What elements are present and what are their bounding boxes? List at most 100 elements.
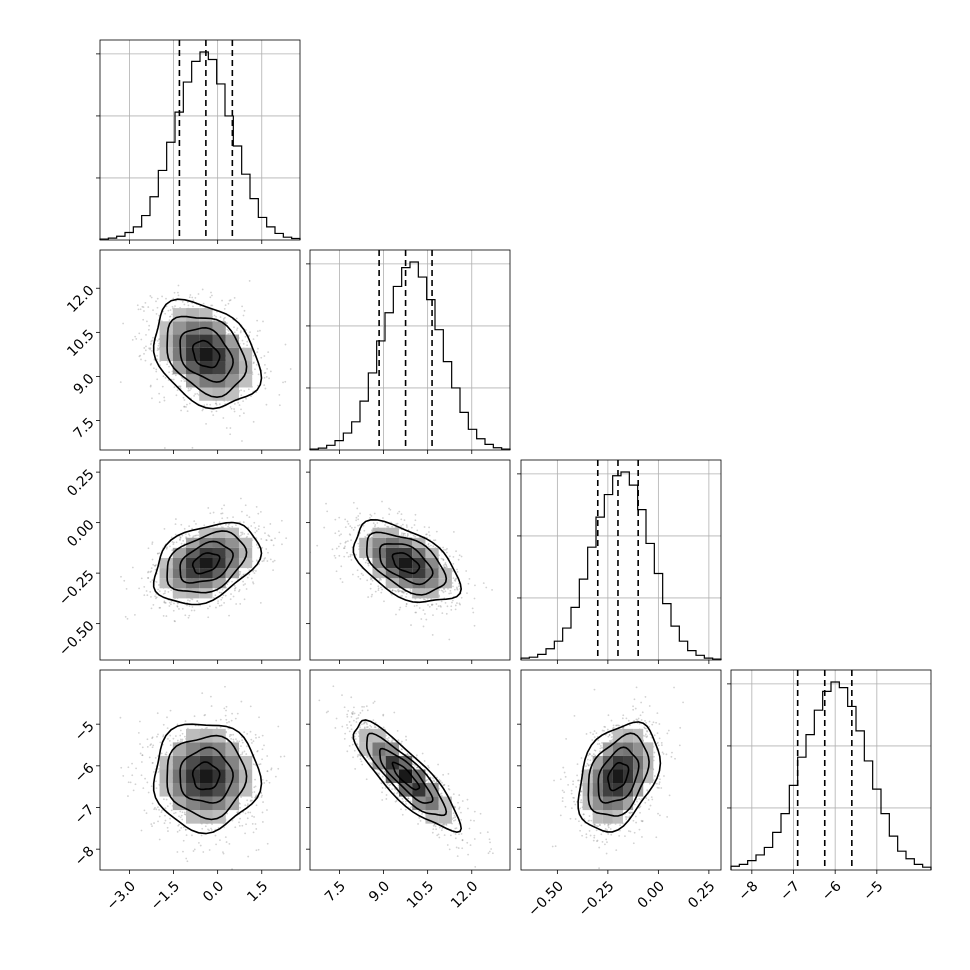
sample-point [220, 526, 223, 529]
sample-point [195, 523, 197, 525]
sample-point [127, 781, 130, 784]
sample-point [243, 533, 246, 535]
sample-point [240, 575, 243, 578]
sample-point [439, 604, 442, 607]
sample-point [395, 523, 398, 526]
sample-point [135, 338, 138, 340]
sample-point [339, 542, 342, 545]
sample-point [255, 530, 258, 532]
sample-point [239, 603, 242, 605]
sample-point [227, 302, 230, 305]
sample-point [183, 303, 186, 306]
sample-point [344, 541, 347, 544]
sample-point [183, 405, 186, 408]
sample-point [397, 589, 400, 591]
sample-point [236, 811, 239, 814]
sample-point [177, 284, 180, 287]
sample-point [145, 590, 148, 592]
sample-point [441, 590, 444, 592]
sample-point [135, 767, 137, 770]
sample-point [158, 338, 160, 341]
sample-point [415, 604, 418, 607]
sample-point [179, 740, 182, 743]
sample-point [460, 596, 463, 599]
sample-point [242, 580, 244, 583]
sample-point [186, 403, 188, 406]
sample-point [265, 403, 268, 406]
sample-point [221, 299, 223, 302]
sample-point [451, 599, 454, 602]
sample-point [209, 296, 212, 299]
sample-point [169, 309, 172, 311]
sample-point [347, 555, 350, 558]
sample-point [165, 297, 167, 300]
sample-point [136, 304, 139, 307]
sample-point [252, 581, 254, 584]
sample-point [242, 574, 245, 576]
sample-point [150, 340, 153, 343]
sample-point [388, 507, 390, 510]
sample-point [252, 831, 255, 834]
sample-point [173, 541, 175, 544]
sample-point [263, 376, 266, 379]
sample-point [241, 440, 243, 442]
sample-point [370, 529, 373, 532]
sample-point [382, 517, 384, 519]
sample-point [127, 795, 129, 797]
sample-point [193, 394, 196, 397]
sample-point [437, 605, 440, 608]
sample-point [381, 500, 383, 503]
sample-point [402, 532, 405, 535]
sample-point [226, 328, 229, 331]
axes-frame [309, 459, 511, 661]
sample-point [210, 705, 213, 707]
sample-point [430, 598, 433, 601]
sample-point [391, 525, 394, 528]
sample-point [159, 741, 162, 744]
sample-point [176, 605, 179, 607]
sample-point [240, 497, 242, 500]
sample-point [163, 399, 166, 402]
sample-point [153, 564, 156, 567]
sample-point [151, 541, 154, 544]
sample-point [467, 582, 470, 585]
sample-point [143, 347, 146, 349]
sample-point [147, 577, 150, 579]
density-cell [412, 557, 426, 569]
sample-point [267, 351, 270, 354]
sample-point [247, 526, 250, 529]
panel-body [120, 497, 288, 623]
sample-point [396, 522, 399, 525]
sample-point [179, 385, 182, 388]
sample-point [415, 611, 418, 614]
axes-frame [730, 669, 932, 871]
sample-point [155, 596, 158, 599]
sample-point [150, 595, 152, 598]
sample-point [224, 304, 227, 307]
sample-point [153, 822, 155, 824]
sample-point [152, 563, 155, 566]
sample-point [158, 401, 161, 404]
sample-point [233, 410, 236, 413]
sample-point [244, 804, 247, 807]
sample-point [173, 620, 176, 622]
sample-point [243, 573, 245, 576]
sample-point [326, 510, 329, 513]
sample-point [193, 609, 196, 612]
sample-point [215, 315, 217, 318]
sample-point [270, 768, 273, 771]
sample-point [248, 334, 250, 337]
sample-point [123, 579, 126, 582]
sample-point [246, 514, 248, 517]
sample-point [185, 536, 187, 539]
density-cell [385, 547, 399, 558]
sample-point [220, 591, 223, 594]
sample-point [230, 407, 233, 410]
sample-point [143, 585, 146, 588]
sample-point [409, 588, 412, 590]
sample-point [238, 590, 240, 593]
sample-point [240, 330, 242, 332]
sample-point [256, 384, 259, 387]
sample-point [229, 433, 232, 436]
sample-point [173, 386, 176, 389]
